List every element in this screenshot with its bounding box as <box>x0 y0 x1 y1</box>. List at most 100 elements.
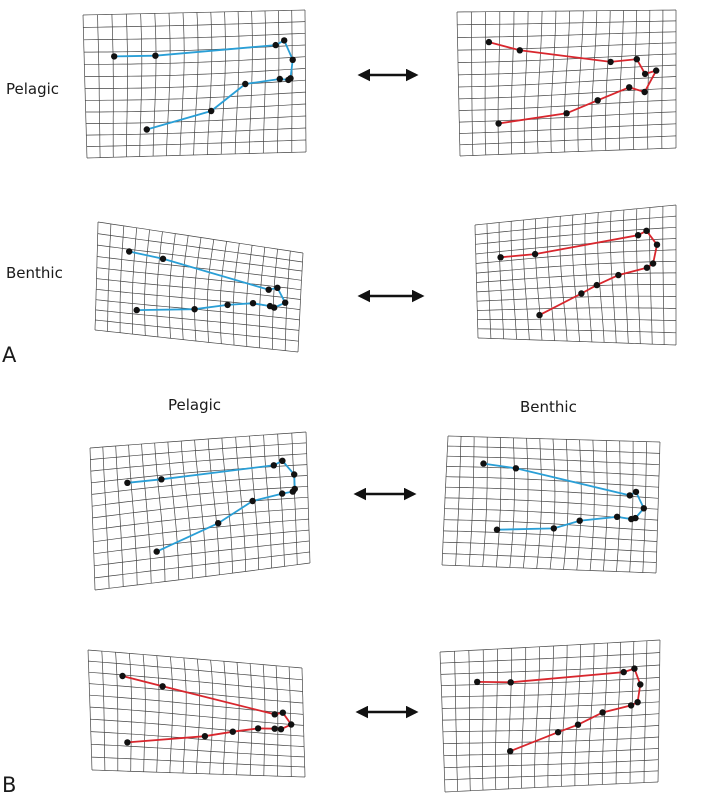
grid-line-vertical <box>297 252 304 353</box>
grid-line-vertical <box>588 643 595 786</box>
grid-line-vertical <box>523 11 529 154</box>
grid-line-vertical <box>623 209 629 344</box>
landmark-point <box>626 84 633 91</box>
grid-line-horizontal <box>82 9 306 16</box>
landmark-point <box>208 107 215 115</box>
grid-line-vertical <box>144 229 150 336</box>
grid-line-horizontal <box>83 32 306 41</box>
grid-line-horizontal <box>458 64 677 76</box>
grid-line-horizontal <box>444 497 659 510</box>
landmark-point <box>152 52 159 59</box>
landmark-point <box>224 301 231 309</box>
grid-line-vertical <box>82 14 88 159</box>
grid-line-horizontal <box>475 238 677 255</box>
landmark-point <box>265 286 272 293</box>
grid-line-vertical <box>304 10 307 152</box>
grid-line-horizontal <box>91 475 308 495</box>
landmark-point <box>649 260 657 267</box>
grid-line-vertical <box>574 644 582 786</box>
grid-line-vertical <box>468 650 471 791</box>
grid-line-horizontal <box>441 564 657 574</box>
grid-line-vertical <box>633 10 638 150</box>
landmark-point <box>531 250 539 258</box>
grid-line-horizontal <box>86 127 306 136</box>
landmark-point <box>643 227 650 234</box>
col-label-benthic: Benthic <box>520 398 577 416</box>
grid-line-horizontal <box>90 453 307 472</box>
grid-line-vertical <box>655 441 661 574</box>
landmark-point <box>653 67 660 74</box>
grid-line-vertical <box>221 437 233 574</box>
landmark-point <box>285 76 292 84</box>
grid-line-vertical <box>549 438 556 570</box>
grid-line-vertical <box>125 14 128 157</box>
grid-line-vertical <box>482 649 484 791</box>
grid-line-horizontal <box>441 689 660 698</box>
grid-line-vertical <box>643 640 648 783</box>
grid-line-horizontal <box>457 31 677 38</box>
grid-line-vertical <box>497 11 501 155</box>
grid-line-horizontal <box>443 748 659 757</box>
grid-line-vertical <box>97 14 101 158</box>
landmark-point <box>279 709 286 716</box>
grid-line-horizontal <box>477 337 677 346</box>
grid-line-vertical <box>119 225 125 333</box>
landmark-point <box>615 271 622 279</box>
grid-line-vertical <box>662 206 665 345</box>
grid-line-vertical <box>629 441 634 573</box>
grid-line-vertical <box>301 667 306 778</box>
grid-line-vertical <box>107 223 112 332</box>
grid-line-horizontal <box>94 551 310 579</box>
grid-line-horizontal <box>95 319 299 342</box>
grid-line-horizontal <box>93 518 309 543</box>
grid-line-vertical <box>87 649 93 771</box>
grid-line-vertical <box>615 642 622 784</box>
grid-line-horizontal <box>457 20 677 26</box>
grid-line-vertical <box>102 446 110 589</box>
grid-line-vertical <box>222 661 227 775</box>
grid-line-vertical <box>156 655 160 773</box>
grid-line-horizontal <box>84 68 306 77</box>
grid-line-vertical <box>94 221 99 331</box>
landmark-point <box>641 70 649 78</box>
grid-line-vertical <box>534 218 543 341</box>
landmark-point <box>279 490 286 497</box>
grid-line-horizontal <box>476 284 676 293</box>
landmark-point <box>289 56 296 63</box>
grid-line-horizontal <box>443 736 659 745</box>
grid-line-vertical <box>455 436 462 566</box>
grid-line-vertical <box>563 439 569 570</box>
grid-line-vertical <box>560 645 568 787</box>
landmark-point <box>563 110 570 117</box>
landmark-point <box>576 517 583 524</box>
grid-line-vertical <box>454 651 458 792</box>
grid-line-horizontal <box>439 639 661 653</box>
landmark-point <box>266 302 274 310</box>
grid-line-vertical <box>534 646 540 788</box>
landmark-point <box>270 462 277 469</box>
grid-line-vertical <box>441 435 449 566</box>
grid-line-vertical <box>577 10 584 152</box>
landmark-point <box>271 711 278 718</box>
grid-line-horizontal <box>458 99 677 111</box>
grid-line-horizontal <box>86 115 306 124</box>
landmark-point <box>653 241 661 248</box>
grid-line-vertical <box>547 217 555 341</box>
grid-line-horizontal <box>90 718 304 737</box>
grid-line-vertical <box>522 438 529 569</box>
grid-line-vertical <box>115 445 124 587</box>
grid-line-horizontal <box>91 769 306 778</box>
grid-line-horizontal <box>444 770 659 781</box>
landmark-point <box>229 728 236 735</box>
landmark-point <box>289 488 296 495</box>
grid-line-horizontal <box>442 713 660 721</box>
grid-line-vertical <box>537 11 543 154</box>
grid-line-vertical <box>115 652 119 771</box>
landmark-point <box>291 471 298 478</box>
grid-b-bottom-right <box>439 639 661 793</box>
grid-line-horizontal <box>474 204 677 226</box>
grid-line-horizontal <box>445 476 659 488</box>
grid-line-horizontal <box>85 91 306 101</box>
grid-line-horizontal <box>440 664 660 675</box>
landmark-point <box>159 683 166 690</box>
